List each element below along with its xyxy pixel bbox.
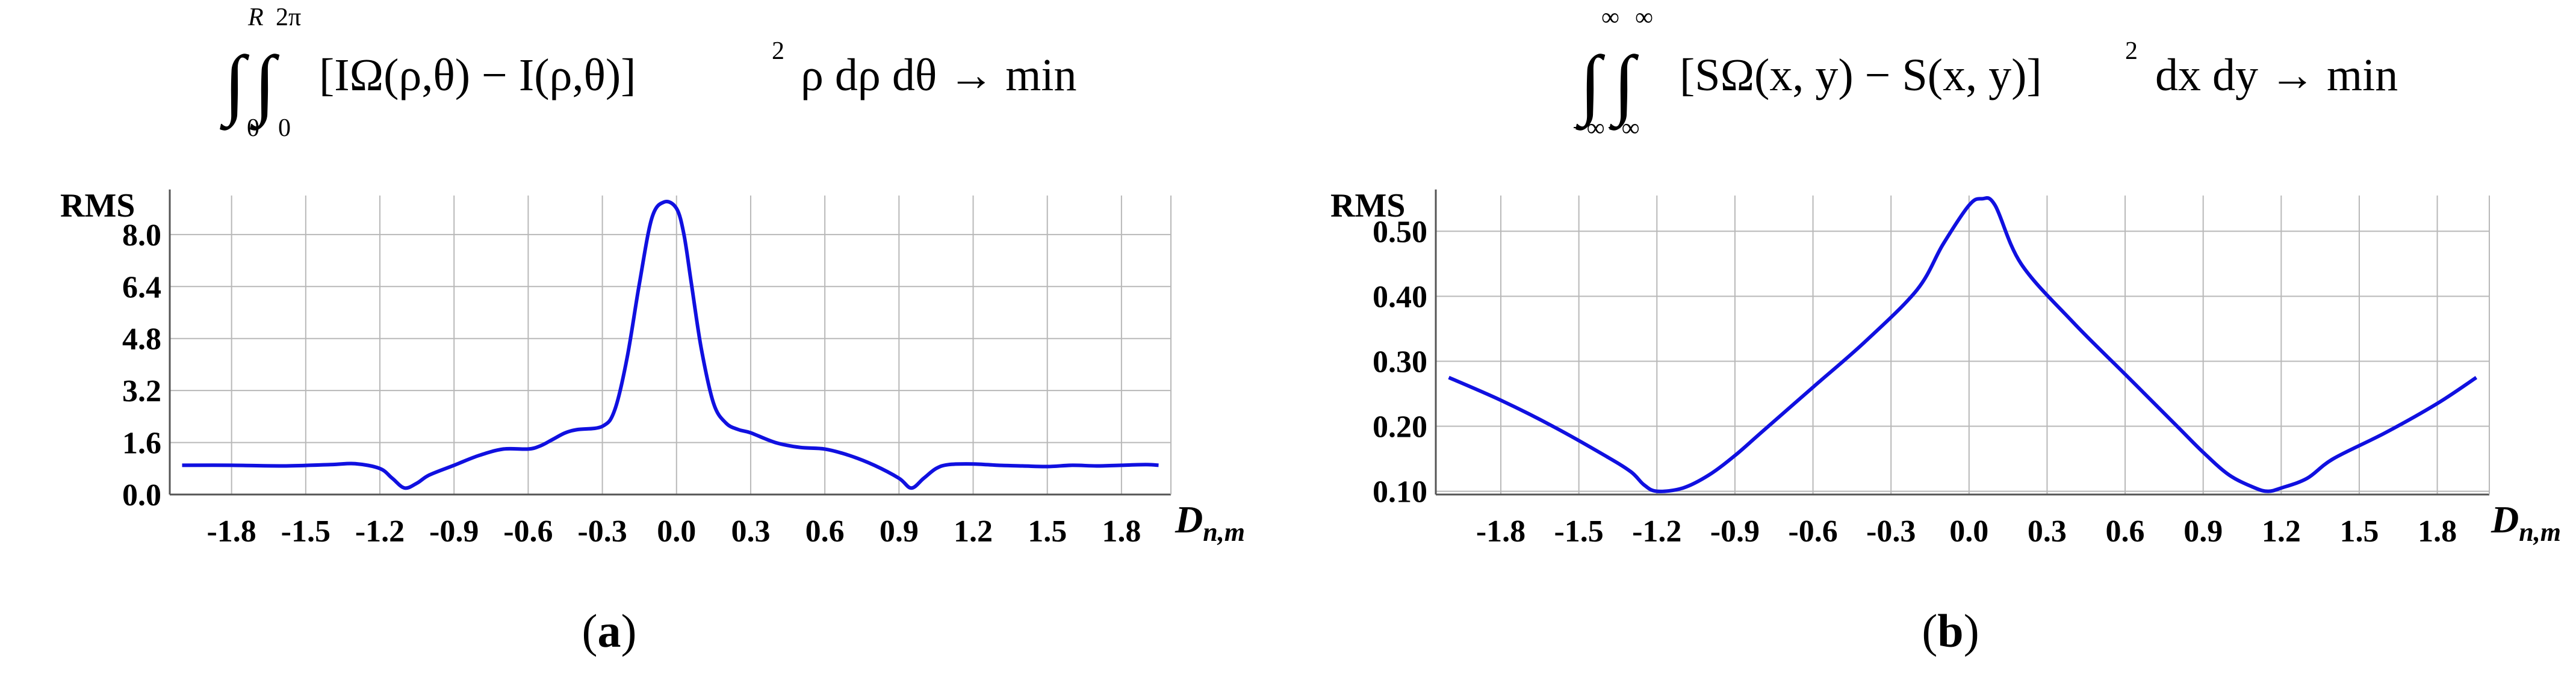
y-tick-label: 0.0 [122,478,161,513]
integral-inner-a: ∫ [249,40,279,131]
chart-a-ylabel: RMS [60,187,135,224]
caption-b: (b) [1922,605,1979,657]
y-tick-label: 1.6 [122,427,161,461]
formula-a-lower-inner: 0 [278,114,291,142]
x-tick-label: 0.0 [657,514,696,549]
chart-b-y-tick-labels: 0.10 0.20 0.30 0.40 0.50 [1373,215,1427,509]
x-tick-label: 0.3 [731,514,770,549]
x-tick-label: 0.6 [2106,514,2145,549]
integral-outer-b: ∫ [1575,40,1605,131]
formula-b-lower-outer: −∞ [1572,114,1605,142]
y-tick-label: 3.2 [122,374,161,408]
x-tick-label: 0.6 [805,514,845,549]
formula-a: ∫ ∫ R 2π 0 0 [IΩ(ρ,θ) − I(ρ,θ)] 2 ρ dρ d… [219,4,1077,142]
x-tick-label: 1.5 [2339,514,2379,549]
formula-b-power: 2 [2125,37,2138,65]
x-tick-label: -1.5 [1554,514,1603,549]
y-tick-label: 0.20 [1373,410,1427,445]
x-tick-label: -1.2 [1632,514,1681,549]
formula-b: ∫ ∫ ∞ ∞ −∞ −∞ [SΩ(x, y) − S(x, y)] 2 dx … [1572,4,2398,142]
chart-a-xlabel: Dn,m [1175,498,1245,547]
x-tick-label: -0.3 [1866,514,1916,549]
y-tick-label: 4.8 [122,322,161,357]
x-tick-label: -1.8 [1476,514,1525,549]
chart-b-xlabel: Dn,m [2491,498,2561,547]
integral-inner-b: ∫ [1609,40,1639,131]
chart-b-axes [1435,190,2490,496]
formula-b-integrand: [SΩ(x, y) − S(x, y)] [1680,50,2042,100]
y-tick-label: 0.50 [1373,215,1427,249]
y-tick-label: 8.0 [122,218,161,253]
formula-b-lower-inner: −∞ [1607,114,1640,142]
caption-a: (a) [582,605,637,657]
chart-b-grid [1436,196,2489,495]
x-tick-label: 0.3 [2028,514,2067,549]
x-tick-label: -1.5 [281,514,331,549]
caption-a-letter: a [598,605,621,657]
chart-a-x-tick-labels: -1.8 -1.5 -1.2 -0.9 -0.6 -0.3 0.0 0.3 0.6 0.9 1.2 1… [206,514,1141,549]
caption-b-letter: b [1937,605,1963,657]
chart-a-series-line [182,200,1159,490]
x-tick-label: 0.9 [2183,514,2223,549]
formula-b-upper-inner: ∞ [1635,4,1653,31]
x-tick-label: -0.9 [1710,514,1760,549]
y-tick-label: 0.30 [1373,345,1427,380]
x-tick-label: 1.2 [2262,514,2301,549]
x-tick-label: 1.2 [954,514,993,549]
chart-a-grid [170,196,1171,495]
x-tick-label: -0.3 [577,514,627,549]
formula-a-lower-outer: 0 [247,114,259,142]
x-tick-label: 1.8 [2418,514,2457,549]
x-tick-label: 1.8 [1102,514,1141,549]
formula-b-upper-outer: ∞ [1601,4,1619,31]
chart-a-axes [169,190,1172,496]
x-tick-label: -0.9 [429,514,479,549]
formula-b-tail: dx dy → min [2155,50,2398,100]
y-tick-label: 6.4 [122,270,161,304]
chart-b-ylabel: RMS [1330,187,1405,224]
x-tick-label: 0.0 [1949,514,1988,549]
formula-a-upper-inner: 2π [276,4,301,31]
x-tick-label: -0.6 [1788,514,1837,549]
chart-b-x-tick-labels: -1.8 -1.5 -1.2 -0.9 -0.6 -0.3 0.0 0.3 0.6 0.9 1.2 1… [1476,514,2457,549]
y-tick-label: 0.10 [1373,475,1427,510]
x-tick-label: 0.9 [880,514,919,549]
formula-a-tail: ρ dρ dθ → min [801,50,1077,100]
chart-b-series-line [1448,196,2478,493]
integral-outer-a: ∫ [219,40,249,131]
x-tick-label: -1.8 [206,514,256,549]
chart-a: 0.0 1.6 3.2 4.8 6.4 8.0 -1.8 -1.5 -1.2 -0.9 -0.6-… [60,187,1245,549]
x-tick-label: 1.5 [1028,514,1067,549]
x-tick-label: -1.2 [355,514,405,549]
chart-b: 0.10 0.20 0.30 0.40 0.50 -1.8 -1.5 -1.2 -0.9 -0.… [1330,187,2561,549]
chart-a-y-tick-labels: 0.0 1.6 3.2 4.8 6.4 8.0 [122,218,161,513]
formula-a-integrand: [IΩ(ρ,θ) − I(ρ,θ)] [319,50,636,100]
formula-a-upper-outer: R [247,4,264,31]
x-tick-label: -0.6 [503,514,553,549]
formula-a-power: 2 [772,37,784,65]
y-tick-label: 0.40 [1373,280,1427,314]
